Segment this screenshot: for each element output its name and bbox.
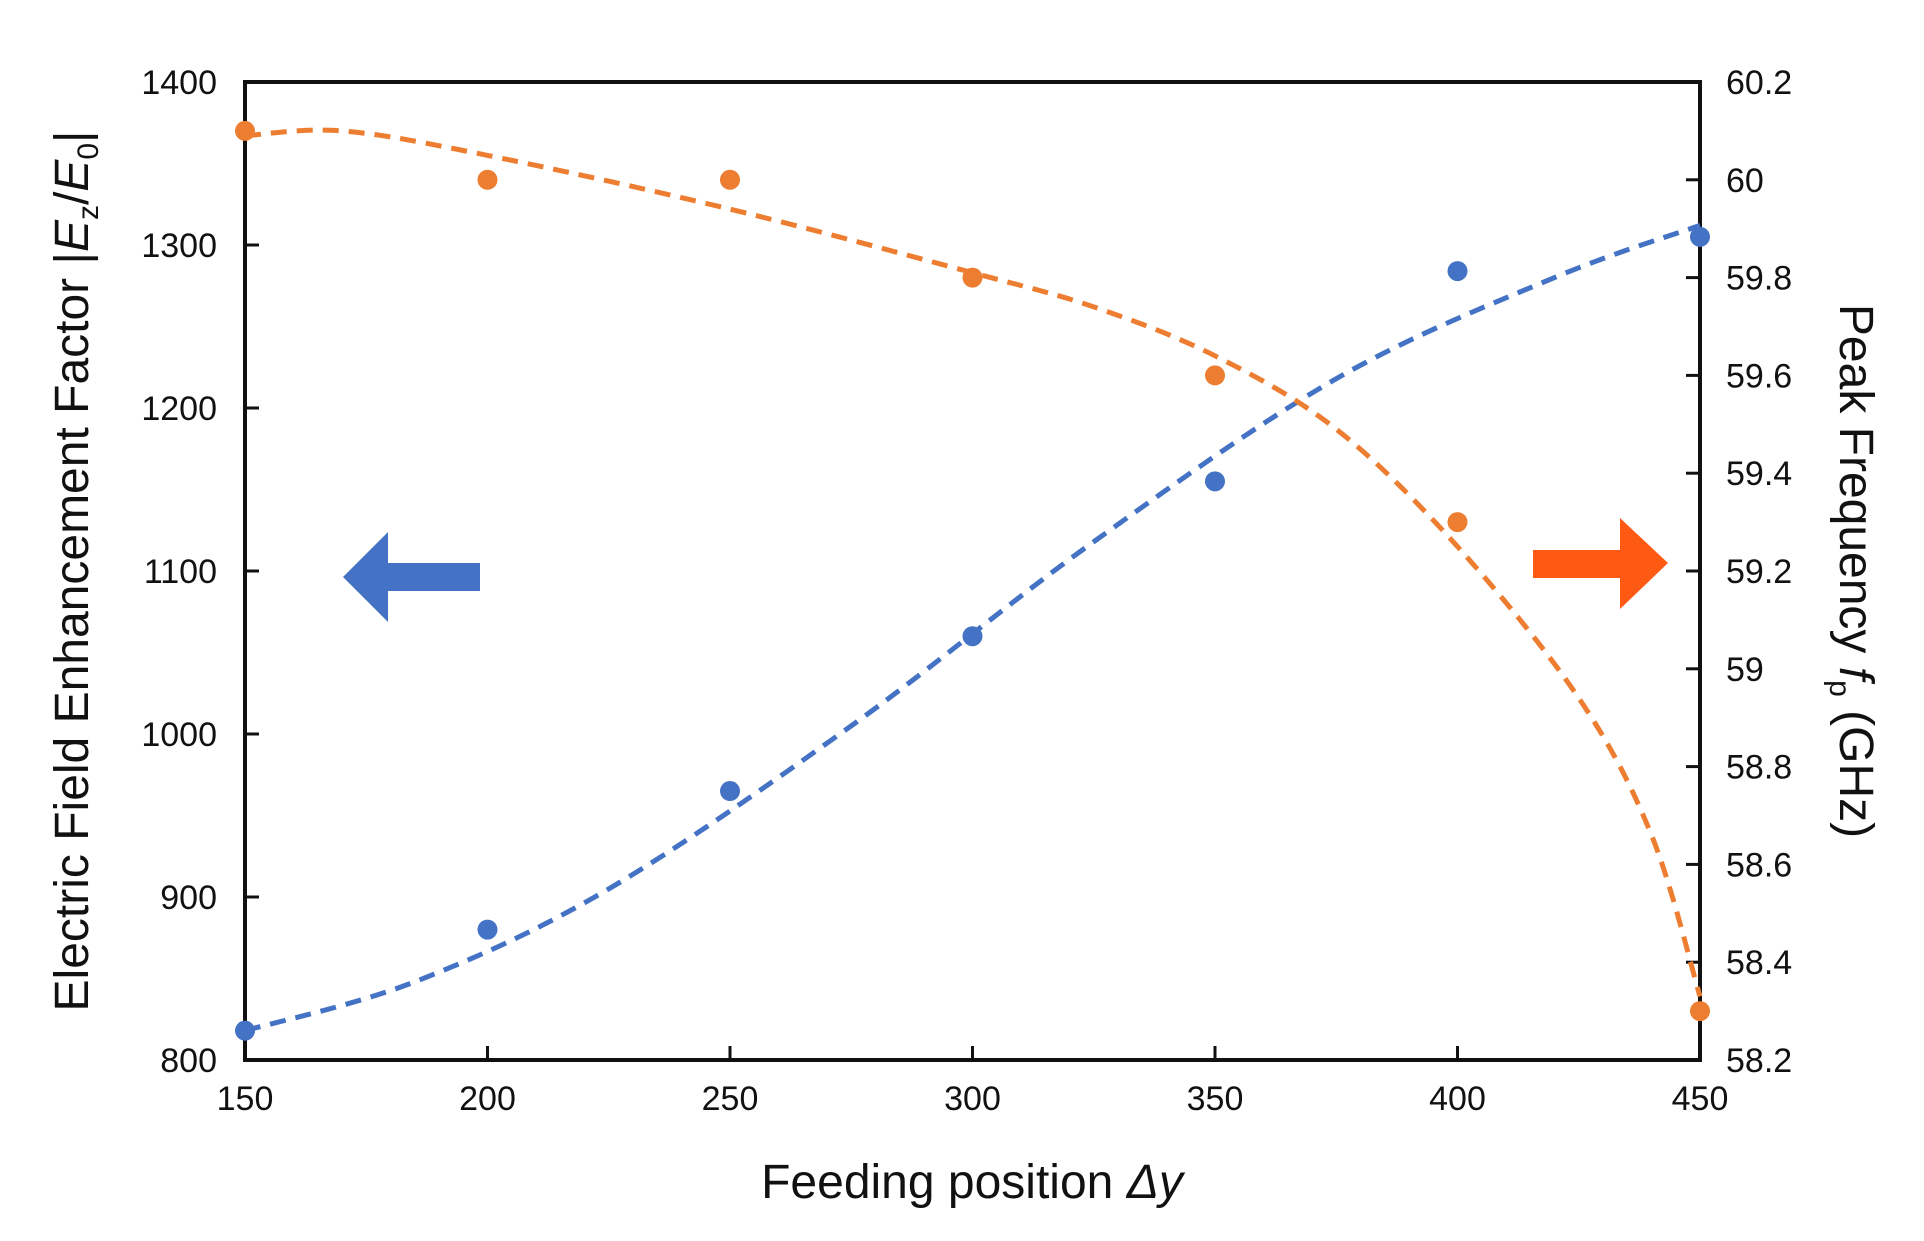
y-right-axis-title: Peak Frequency fp (GHz) — [1823, 304, 1882, 838]
y-left-title-den: E — [46, 159, 99, 192]
x-axis-title: Feeding position Δy — [761, 1156, 1186, 1209]
blue-data-point — [477, 919, 498, 940]
y-left-tick-label: 1400 — [141, 64, 217, 102]
blue-data-point — [1205, 471, 1225, 492]
blue-data-point — [962, 626, 983, 647]
y-left-title-sep: / — [46, 191, 99, 205]
y-left-title-num: E — [46, 219, 99, 252]
left-arrow-icon — [343, 532, 480, 622]
y-right-tick-label: 58.6 — [1726, 846, 1792, 884]
y-right-tick-label: 59.4 — [1726, 455, 1792, 493]
orange-data-point — [1447, 512, 1468, 533]
y-left-tick-label: 900 — [160, 879, 217, 917]
y-right-tick-label: 60 — [1726, 162, 1764, 200]
y-left-tick-label: 800 — [160, 1042, 217, 1080]
y-left-axis-ticks: 800 900 1000 1100 1200 1300 1400 — [141, 64, 259, 1080]
y-left-tick-label: 1200 — [141, 390, 217, 428]
y-right-title-main: Peak Frequency — [1829, 304, 1882, 667]
y-right-tick-label: 59.6 — [1726, 357, 1792, 395]
x-tick-label: 350 — [1187, 1080, 1244, 1118]
x-tick-label: 150 — [217, 1080, 274, 1118]
y-left-title-main: Electric Field Enhancement Factor | — [46, 252, 99, 1011]
orange-data-point — [720, 169, 740, 190]
orange-data-point — [1205, 365, 1225, 386]
right-arrow-icon — [1533, 518, 1668, 609]
y-right-tick-label: 58.8 — [1726, 749, 1792, 787]
y-left-title-num-sub: z — [72, 205, 105, 220]
y-right-tick-label: 59.8 — [1726, 260, 1792, 298]
orange-series-points — [235, 120, 1710, 1022]
blue-data-point — [1447, 261, 1468, 282]
y-right-tick-label: 59.2 — [1726, 553, 1792, 591]
blue-data-point — [1690, 226, 1710, 247]
blue-series-points — [235, 226, 1710, 1041]
y-left-tick-label: 1100 — [144, 553, 217, 591]
y-right-axis-ticks: 58.2 58.4 58.6 58.8 59 59.2 59.4 59.6 59.8 60 60.2 — [1686, 64, 1792, 1080]
orange-data-point — [962, 267, 983, 288]
x-tick-label: 400 — [1429, 1080, 1486, 1118]
x-tick-label: 250 — [702, 1080, 759, 1118]
orange-data-point — [477, 169, 498, 190]
y-left-tick-label: 1000 — [141, 716, 217, 754]
y-left-axis-title: Electric Field Enhancement Factor |Ez/E0… — [46, 131, 105, 1012]
y-right-title-var-sub: p — [1823, 680, 1856, 697]
y-right-title-unit: (GHz) — [1829, 697, 1882, 838]
x-axis-title-var: Δy — [1126, 1156, 1186, 1209]
x-axis-title-main: Feeding position — [761, 1156, 1127, 1209]
y-left-title-den-sub: 0 — [72, 143, 105, 160]
x-tick-label: 200 — [459, 1080, 516, 1118]
y-right-tick-label: 59 — [1726, 651, 1764, 689]
orange-data-point — [235, 120, 255, 141]
blue-data-point — [720, 781, 740, 802]
y-right-tick-label: 58.2 — [1726, 1042, 1792, 1080]
x-tick-label: 450 — [1672, 1080, 1729, 1118]
y-right-tick-label: 58.4 — [1726, 944, 1792, 982]
orange-data-point — [1690, 1001, 1710, 1022]
blue-data-point — [235, 1020, 255, 1041]
orange-trendline — [244, 127, 1703, 998]
y-right-tick-label: 60.2 — [1726, 64, 1792, 102]
x-axis-ticks: 150 200 250 300 350 400 450 — [217, 1046, 1729, 1118]
x-tick-label: 300 — [944, 1080, 1001, 1118]
y-left-title-close: | — [46, 131, 99, 143]
y-left-tick-label: 1300 — [141, 227, 217, 265]
